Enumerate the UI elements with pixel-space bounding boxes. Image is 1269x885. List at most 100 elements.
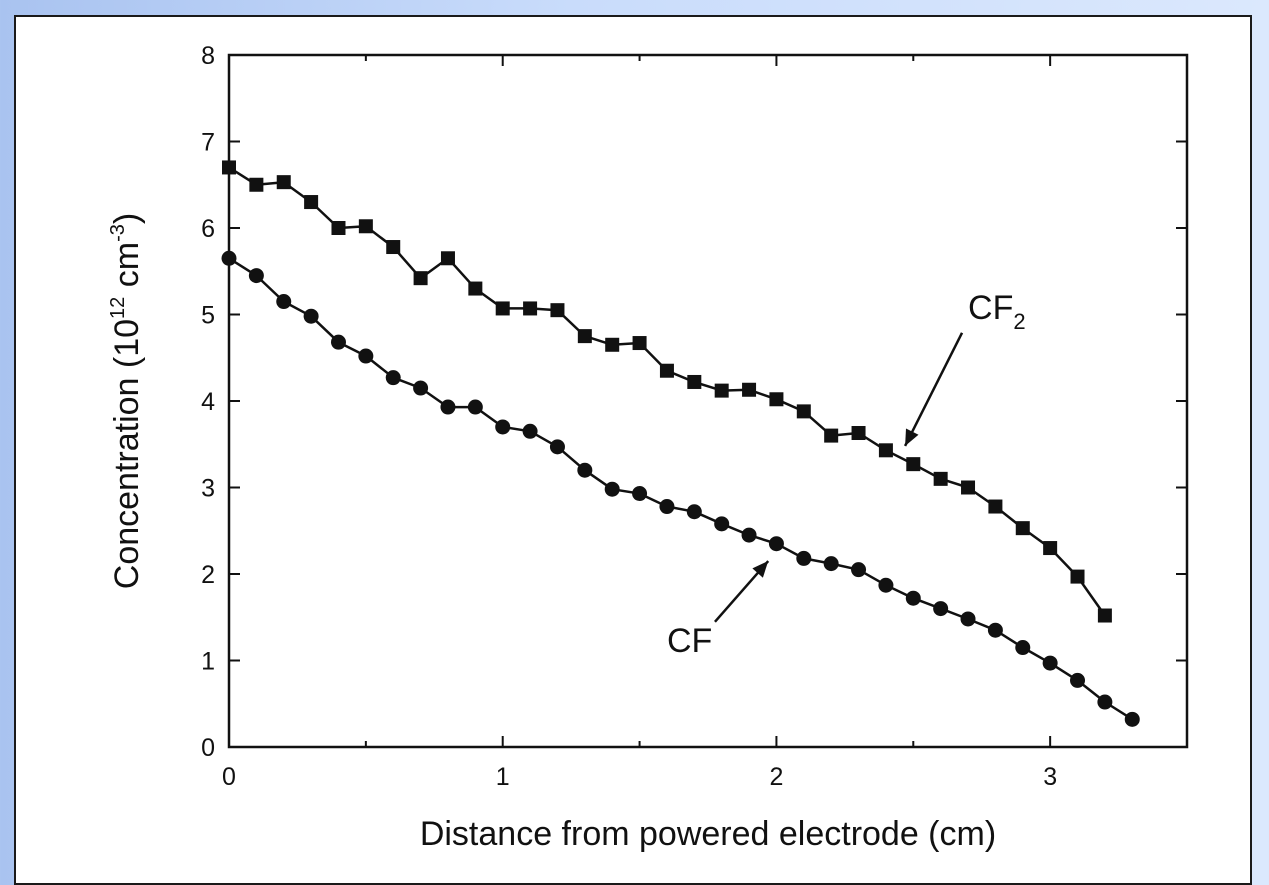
- figure-frame: [14, 15, 1252, 885]
- point-cf2: [1097, 608, 1112, 623]
- annotation-label: CF: [667, 622, 712, 660]
- point-cf: [878, 577, 894, 593]
- point-cf2: [222, 160, 236, 175]
- point-cf: [1042, 655, 1058, 671]
- point-cf2: [714, 383, 729, 398]
- point-cf: [714, 516, 730, 532]
- y-tick-label: 5: [201, 302, 215, 330]
- point-cf: [495, 419, 511, 435]
- point-cf2: [906, 457, 921, 472]
- point-cf2: [659, 363, 674, 378]
- point-cf: [385, 370, 401, 386]
- y-tick-label: 4: [201, 388, 215, 416]
- point-cf: [467, 399, 483, 415]
- point-cf2: [1070, 569, 1085, 584]
- point-cf2: [769, 392, 784, 407]
- point-cf: [440, 399, 456, 415]
- x-tick-label: 2: [769, 763, 783, 791]
- point-cf: [851, 562, 867, 578]
- y-tick-label: 8: [201, 42, 215, 70]
- series-line-cf2: [228, 166, 1106, 617]
- annotation-arrow-line: [903, 332, 964, 447]
- point-cf2: [358, 219, 373, 234]
- point-cf: [987, 622, 1003, 638]
- point-cf: [577, 462, 593, 478]
- point-cf: [796, 550, 812, 566]
- point-cf: [659, 499, 675, 515]
- point-cf2: [413, 271, 428, 286]
- point-cf2: [331, 221, 346, 235]
- point-cf: [221, 250, 237, 266]
- point-cf2: [878, 443, 893, 458]
- point-cf2: [468, 281, 483, 296]
- point-cf2: [605, 337, 620, 352]
- annotation-label: CF2: [968, 289, 1026, 334]
- point-cf: [741, 527, 757, 543]
- point-cf2: [550, 303, 565, 318]
- annotation-arrow-head: [905, 428, 919, 446]
- annotation-text: CF: [667, 622, 712, 660]
- annotation-arrow-head: [752, 561, 769, 578]
- point-cf: [632, 486, 648, 502]
- point-cf: [768, 536, 784, 552]
- point-cf: [905, 590, 921, 606]
- y-axis-title-suffix: ): [108, 213, 146, 224]
- point-cf2: [495, 301, 510, 316]
- x-tick-label: 3: [1043, 763, 1057, 791]
- point-cf: [1097, 694, 1113, 710]
- point-cf: [358, 348, 374, 364]
- point-cf: [960, 611, 976, 627]
- point-cf: [1070, 672, 1086, 688]
- point-cf2: [961, 480, 976, 495]
- axis-ticks: 0 1 2 3 0 1 2 3 4 5 6 7 8: [201, 42, 1188, 791]
- annotation-subscript: 2: [1013, 309, 1025, 334]
- x-axis-title: Distance from powered electrode (cm): [420, 815, 996, 853]
- series-line-cf: [228, 257, 1133, 721]
- point-cf2: [523, 301, 538, 316]
- y-axis-title-prefix: Concentration (10: [108, 319, 146, 589]
- point-cf: [522, 423, 538, 439]
- point-cf2: [933, 471, 948, 486]
- y-tick-label: 3: [201, 475, 215, 503]
- point-cf2: [851, 426, 866, 441]
- point-cf: [823, 556, 839, 572]
- point-cf2: [386, 240, 401, 255]
- x-tick-label: 0: [222, 763, 236, 791]
- point-cf: [933, 601, 949, 617]
- annotation-text: CF: [968, 289, 1013, 327]
- y-tick-label: 0: [201, 734, 215, 762]
- point-cf2: [304, 195, 319, 210]
- point-cf2: [1043, 541, 1058, 556]
- point-cf: [303, 308, 319, 324]
- y-axis-title-exp2: -3: [107, 224, 129, 242]
- point-cf: [413, 380, 429, 396]
- point-cf2: [249, 177, 264, 192]
- point-cf2: [687, 374, 702, 389]
- series-layer: [221, 160, 1140, 727]
- x-tick-label: 1: [496, 763, 510, 791]
- point-cf: [248, 268, 264, 284]
- y-tick-label: 1: [201, 648, 215, 676]
- point-cf2: [988, 499, 1003, 514]
- point-cf: [1124, 711, 1140, 727]
- y-tick-label: 2: [201, 561, 215, 589]
- point-cf2: [632, 336, 647, 351]
- point-cf2: [796, 404, 811, 419]
- point-cf: [330, 334, 346, 350]
- y-axis-title-exp1: 12: [107, 297, 129, 319]
- point-cf: [276, 294, 292, 310]
- y-axis-title-mid: cm: [108, 242, 146, 297]
- y-axis-title: Concentration (1012 cm-3): [107, 213, 146, 589]
- point-cf2: [577, 329, 592, 344]
- y-tick-label: 6: [201, 215, 215, 243]
- point-cf2: [1015, 521, 1030, 536]
- point-cf: [604, 481, 620, 497]
- point-cf: [686, 504, 702, 520]
- point-cf2: [440, 251, 455, 266]
- point-cf: [1015, 640, 1031, 656]
- point-cf2: [824, 428, 839, 443]
- point-cf2: [742, 382, 757, 397]
- point-cf2: [276, 175, 291, 190]
